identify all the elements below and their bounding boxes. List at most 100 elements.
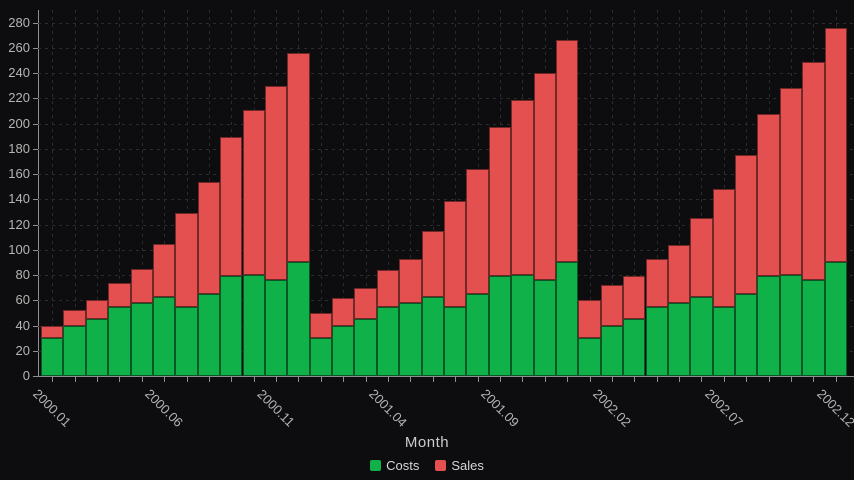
bar-segment-costs[interactable] bbox=[690, 296, 713, 376]
bar-segment-sales[interactable] bbox=[511, 99, 534, 276]
x-axis-tick-label: 2002.12 bbox=[813, 386, 854, 430]
bar-segment-sales[interactable] bbox=[332, 297, 355, 326]
x-axis-tick bbox=[365, 377, 367, 382]
bar-segment-sales[interactable] bbox=[488, 127, 512, 277]
bar-segment-costs[interactable] bbox=[264, 280, 288, 376]
bar-segment-costs[interactable] bbox=[130, 302, 153, 376]
y-axis-tick bbox=[33, 123, 38, 125]
bar-segment-costs[interactable] bbox=[600, 325, 624, 376]
bar-segment-sales[interactable] bbox=[757, 113, 780, 277]
x-axis-tick bbox=[96, 377, 98, 382]
bar-segment-costs[interactable] bbox=[175, 306, 198, 376]
x-axis-tick bbox=[455, 377, 457, 382]
bar-segment-sales[interactable] bbox=[712, 189, 736, 307]
bar-segment-sales[interactable] bbox=[533, 73, 556, 281]
bar-segment-sales[interactable] bbox=[85, 300, 109, 320]
bar-segment-costs[interactable] bbox=[444, 306, 467, 376]
bar-segment-costs[interactable] bbox=[533, 280, 556, 376]
bar-segment-sales[interactable] bbox=[41, 325, 64, 339]
bar-segment-costs[interactable] bbox=[242, 275, 265, 376]
bar-segment-costs[interactable] bbox=[802, 280, 825, 376]
y-axis-tick-label: 180 bbox=[8, 140, 30, 156]
bar-segment-costs[interactable] bbox=[511, 275, 534, 376]
bar-segment-sales[interactable] bbox=[197, 181, 221, 294]
v-gridline bbox=[186, 10, 188, 376]
x-axis-tick bbox=[320, 377, 322, 382]
x-axis-tick bbox=[813, 377, 815, 382]
x-axis-tick bbox=[701, 377, 703, 382]
x-axis-tick bbox=[589, 377, 591, 382]
bar-segment-sales[interactable] bbox=[376, 270, 400, 307]
bar-segment-sales[interactable] bbox=[444, 200, 467, 307]
legend-label-costs: Costs bbox=[386, 458, 420, 473]
bar-segment-sales[interactable] bbox=[421, 230, 444, 297]
bar-segment-sales[interactable] bbox=[287, 52, 310, 263]
v-gridline bbox=[141, 10, 143, 376]
h-gridline bbox=[38, 73, 854, 75]
bar-segment-sales[interactable] bbox=[623, 276, 646, 320]
bar-segment-costs[interactable] bbox=[824, 262, 847, 376]
bar-segment-costs[interactable] bbox=[309, 338, 333, 376]
bar-segment-costs[interactable] bbox=[779, 275, 803, 376]
bar-segment-sales[interactable] bbox=[130, 268, 153, 303]
bar-segment-sales[interactable] bbox=[242, 109, 265, 276]
legend-item-sales[interactable]: Sales bbox=[435, 458, 484, 473]
bar-segment-sales[interactable] bbox=[175, 213, 198, 307]
x-axis-tick bbox=[164, 377, 166, 382]
h-gridline bbox=[38, 123, 854, 125]
bar-segment-sales[interactable] bbox=[600, 285, 624, 326]
bar-segment-costs[interactable] bbox=[354, 319, 377, 376]
bar-segment-sales[interactable] bbox=[578, 300, 601, 339]
bar-segment-costs[interactable] bbox=[488, 276, 512, 376]
bar-segment-costs[interactable] bbox=[735, 293, 758, 376]
bar-segment-sales[interactable] bbox=[645, 258, 668, 307]
v-gridline bbox=[455, 10, 457, 376]
bar-segment-costs[interactable] bbox=[667, 302, 691, 376]
bar-segment-costs[interactable] bbox=[41, 338, 64, 376]
bar-segment-sales[interactable] bbox=[309, 312, 333, 339]
bar-segment-sales[interactable] bbox=[152, 243, 176, 297]
bar-segment-sales[interactable] bbox=[108, 282, 131, 307]
bar-segment-sales[interactable] bbox=[264, 85, 288, 281]
v-gridline bbox=[119, 10, 121, 376]
bar-segment-costs[interactable] bbox=[197, 293, 221, 376]
bar-segment-sales[interactable] bbox=[555, 40, 579, 263]
bar-segment-sales[interactable] bbox=[690, 218, 713, 297]
bar-segment-costs[interactable] bbox=[555, 262, 579, 376]
bar-segment-costs[interactable] bbox=[287, 262, 310, 376]
bar-segment-sales[interactable] bbox=[63, 310, 86, 326]
bar-segment-costs[interactable] bbox=[332, 325, 355, 376]
legend-item-costs[interactable]: Costs bbox=[370, 458, 419, 473]
bar-segment-costs[interactable] bbox=[152, 296, 176, 376]
x-axis-tick bbox=[544, 377, 546, 382]
v-gridline bbox=[432, 10, 434, 376]
bar-segment-costs[interactable] bbox=[85, 319, 109, 376]
bar-segment-sales[interactable] bbox=[220, 137, 243, 277]
bar-segment-sales[interactable] bbox=[824, 27, 847, 263]
bar-segment-costs[interactable] bbox=[623, 319, 646, 376]
bar-segment-costs[interactable] bbox=[63, 325, 86, 376]
bar-segment-costs[interactable] bbox=[376, 306, 400, 376]
bar-segment-costs[interactable] bbox=[712, 306, 736, 376]
bar-segment-sales[interactable] bbox=[667, 244, 691, 303]
bar-segment-sales[interactable] bbox=[735, 155, 758, 294]
x-axis-tick bbox=[477, 377, 479, 382]
bar-segment-costs[interactable] bbox=[466, 293, 489, 376]
bar-segment-sales[interactable] bbox=[466, 169, 489, 294]
bar-segment-costs[interactable] bbox=[757, 276, 780, 376]
bar-segment-sales[interactable] bbox=[399, 258, 422, 303]
bar-segment-sales[interactable] bbox=[354, 287, 377, 320]
bar-segment-costs[interactable] bbox=[578, 338, 601, 376]
bar-segment-costs[interactable] bbox=[399, 302, 422, 376]
bar-segment-costs[interactable] bbox=[108, 306, 131, 376]
x-axis-tick bbox=[567, 377, 569, 382]
bar-segment-sales[interactable] bbox=[779, 88, 803, 276]
y-axis-tick bbox=[33, 350, 38, 352]
bar-segment-costs[interactable] bbox=[645, 306, 668, 376]
x-axis-tick bbox=[253, 377, 255, 382]
bar-segment-costs[interactable] bbox=[421, 296, 444, 376]
bar-segment-costs[interactable] bbox=[220, 276, 243, 376]
bar-segment-sales[interactable] bbox=[802, 61, 825, 281]
x-axis-tick-label: 2000.06 bbox=[142, 386, 187, 430]
